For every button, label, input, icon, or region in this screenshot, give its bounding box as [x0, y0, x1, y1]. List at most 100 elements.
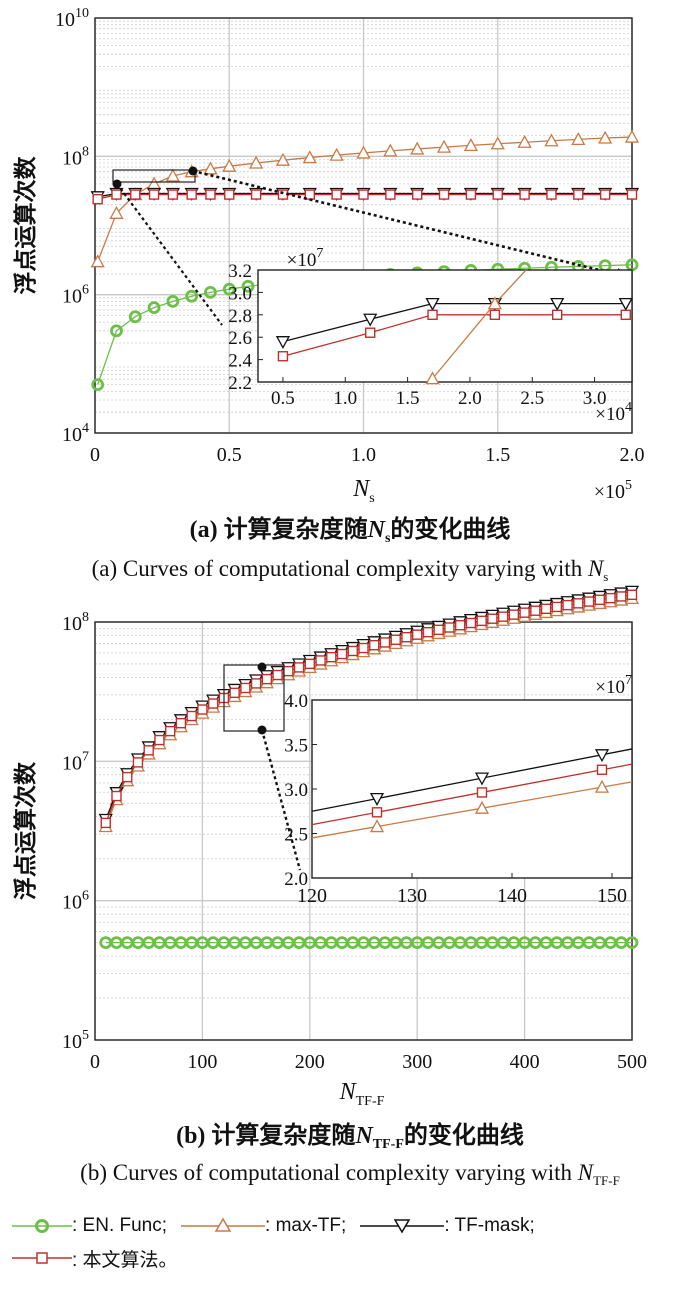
panel-b-x-tick-label: 200	[295, 1051, 325, 1073]
panel-a-point-en-func	[91, 378, 105, 392]
panel-a-y-tick-label-base: 10	[62, 286, 82, 308]
panel-a-inset-point-proposed	[365, 327, 376, 338]
panel-a-inset-y-tick-label: 2.4	[228, 351, 252, 372]
panel-a-point-en-func	[147, 301, 161, 315]
caption-en-part-1: N	[577, 1160, 595, 1185]
panel-b-point-proposed	[562, 599, 573, 611]
panel-a-inset-y-multiplier-exp: 7	[316, 246, 323, 261]
panel-b-point-proposed	[207, 698, 219, 709]
panel-a-point-max-tf	[356, 145, 371, 159]
panel-a-point-max-tf	[302, 150, 317, 164]
panel-b-point-proposed	[390, 634, 401, 645]
panel-a-y-tick-label-exp: 6	[82, 283, 89, 298]
panel-b-point-proposed	[186, 710, 197, 722]
panel-a-point-max-tf	[383, 143, 398, 157]
panel-b-caption-cn: (b) 计算复杂度随NTF-F的变化曲线	[176, 1121, 524, 1152]
panel-a-inset-line-tf-mask	[282, 302, 626, 343]
caption-en-part-2: s	[603, 569, 608, 584]
legend: : EN. Func; : max-TF; : TF-mask; : 本文算法。	[12, 1210, 692, 1274]
panel-a-inset-y-tick-label: 3.2	[228, 261, 252, 282]
panel-b-y-tick-label: 105	[62, 1028, 89, 1053]
panel-a-point-max-tf	[90, 254, 105, 268]
panel-b-point-proposed	[497, 611, 509, 622]
panel-a-point-max-tf	[490, 136, 505, 150]
legend-swatch-tf-mask	[360, 1219, 445, 1234]
panel-a-y-tick-label-base: 10	[62, 424, 82, 446]
panel-a-x-tick-label: 0.5	[217, 444, 242, 466]
panel-b-inset-point-proposed	[596, 764, 608, 775]
panel-a-inset-point-proposed	[427, 309, 438, 320]
panel-b-point-proposed	[347, 645, 358, 657]
panel-b-point-proposed	[293, 662, 305, 673]
panel-a-point-proposed	[546, 189, 557, 200]
panel-b-inset-frame	[311, 699, 633, 879]
panel-a-point-en-func	[110, 324, 123, 338]
panel-a-point-max-tf	[109, 205, 124, 219]
panel-b-point-proposed	[444, 622, 455, 633]
panel-b-inset-point-proposed	[476, 787, 488, 798]
panel-a-point-max-tf	[571, 131, 586, 146]
panel-a-x-multiplier: ×105	[594, 478, 632, 503]
panel-a-point-en-func	[204, 285, 217, 299]
panel-b-inset-point-tf-mask	[474, 772, 490, 786]
panel-a-inset-x-multiplier-exp: 4	[625, 400, 632, 415]
panel-b-point-proposed	[175, 717, 187, 729]
panel-b-point-proposed	[272, 669, 283, 681]
panel-a-point-max-tf	[517, 134, 532, 148]
panel-a-point-proposed	[224, 189, 235, 200]
caption-cn-part-3: 的变化曲线	[390, 515, 510, 543]
panel-b-point-proposed	[197, 704, 208, 715]
panel-a-point-max-tf	[410, 141, 425, 155]
panel-b-point-proposed	[358, 642, 369, 654]
panel-b-x-tick-label: 100	[187, 1051, 217, 1073]
panel-b-y-tick-label-base: 10	[62, 1031, 82, 1053]
caption-cn-part-3: 的变化曲线	[404, 1121, 524, 1149]
panel-b-point-proposed	[143, 745, 154, 756]
panel-a-inset-point-max-tf	[487, 296, 502, 310]
legend-swatch-en-func	[12, 1219, 72, 1233]
caption-en-part-0: (a) Curves of computational complexity v…	[92, 556, 588, 581]
panel-b-point-proposed	[616, 591, 627, 602]
panel-a-point-max-tf	[598, 130, 613, 144]
panel-b-inset-x-tick-label: 120	[297, 885, 327, 907]
panel-a-point-max-tf	[165, 168, 180, 182]
panel-b-point-proposed	[594, 594, 605, 606]
panel-a-point-max-tf	[544, 133, 559, 147]
panel-b-inset: 2.0 2.5 3.0 3.5 4.0 120 130 140 150	[284, 691, 633, 907]
panel-a-inset-y-multiplier: ×107	[287, 246, 324, 271]
panel-a-point-proposed	[385, 189, 396, 200]
panel-a-point-en-func	[222, 282, 236, 296]
panel-b-y-tick-label-exp: 5	[82, 1028, 89, 1043]
caption-en-part-2: TF-F	[593, 1173, 620, 1188]
panel-a-inset-point-proposed	[620, 309, 631, 320]
panel-a-point-proposed	[519, 189, 530, 200]
panel-b-point-proposed	[122, 771, 133, 783]
panel-b-y-tick-label-exp: 8	[82, 610, 89, 625]
caption-cn-part-1: N	[367, 517, 387, 543]
panel-b-inset-line-max-tf	[311, 781, 633, 839]
panel-b-point-proposed	[433, 624, 444, 636]
panel-b-x-axis-label: NTF-F	[339, 1079, 385, 1109]
panel-b-inset-y-tick-label: 2.0	[284, 869, 308, 890]
panel-a-point-max-tf	[146, 176, 162, 190]
panel-b-inset-point-max-tf	[474, 800, 490, 814]
panel-b-point-proposed	[583, 596, 595, 607]
panel-b-point-proposed	[508, 609, 520, 620]
panel-b-x-tick-label: 0	[90, 1051, 100, 1073]
panel-a-point-proposed	[186, 189, 197, 200]
panel-a-inset: 2.22.42.62.83.03.20.5 1.0 1.5 2.0 2.5 3.0	[228, 261, 633, 409]
panel-a-inset-x-tick-label: 1.0	[333, 388, 357, 409]
panel-a-point-max-tf	[436, 139, 452, 153]
panel-a-x-multiplier-base: ×10	[594, 481, 625, 503]
panel-a-x-axis-label-sub: s	[369, 491, 374, 506]
panel-a-point-proposed	[92, 194, 103, 205]
caption-cn-part-2: s	[385, 531, 391, 546]
panel-b-point-proposed	[605, 592, 616, 604]
panel-b-y-tick-label-base: 10	[62, 892, 82, 914]
panel-b-point-proposed	[240, 682, 251, 694]
panel-a-point-proposed	[111, 189, 122, 200]
panel-b-point-proposed	[573, 598, 584, 609]
panel-b-point-proposed	[454, 620, 466, 631]
panel-b-caption-en: (b) Curves of computational complexity v…	[80, 1160, 620, 1188]
panel-a-inset-frame	[257, 269, 633, 383]
